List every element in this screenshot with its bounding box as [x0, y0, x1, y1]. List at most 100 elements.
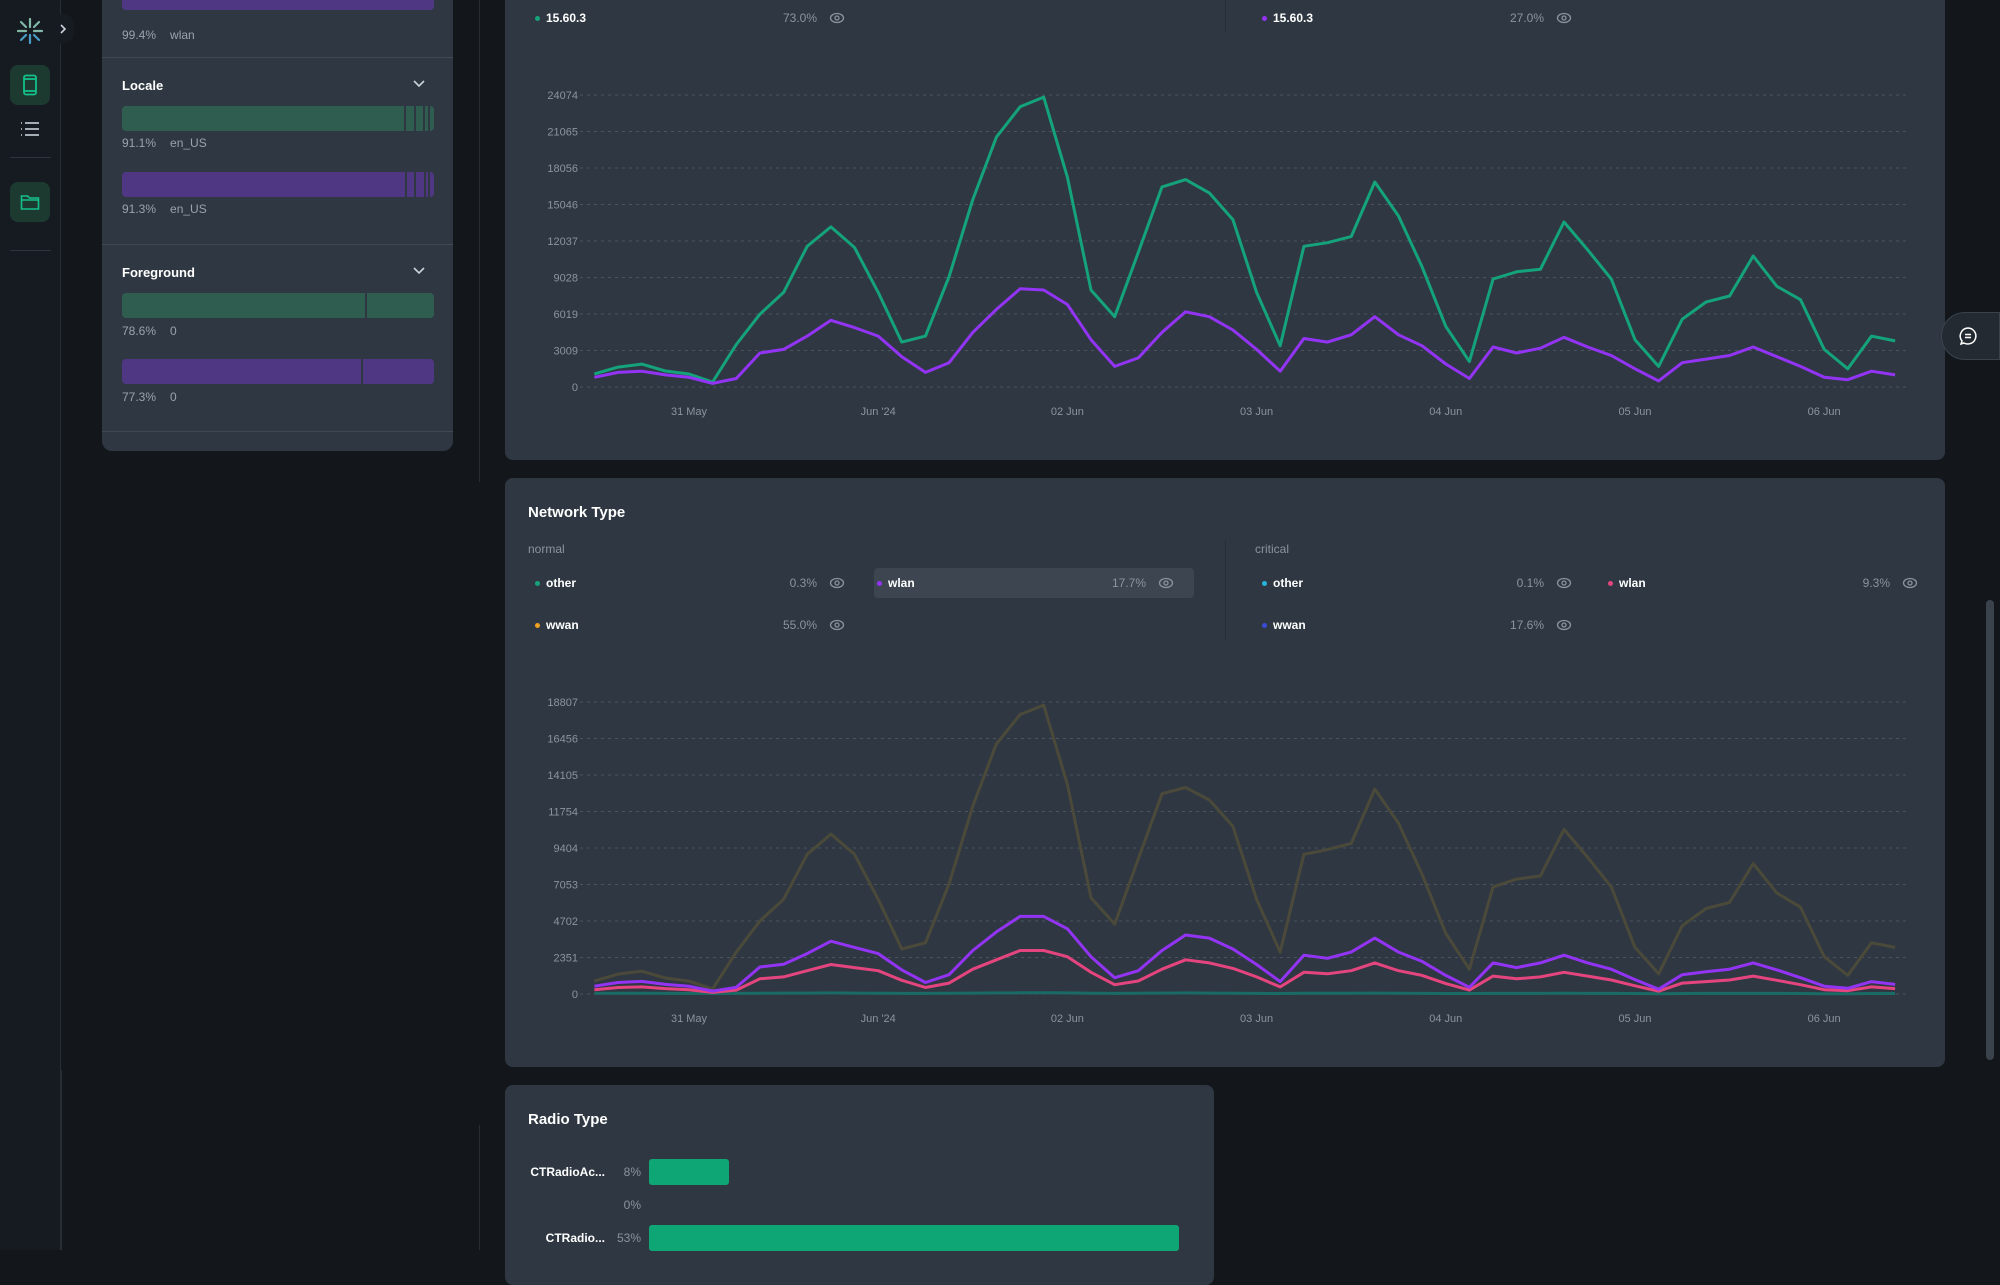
legend-item-critical-1[interactable]: wlan 9.3%: [1608, 568, 1918, 598]
y-tick-label: 2351: [554, 953, 578, 965]
network-type-line-chart[interactable]: 0 2351 4702 7053 9404 11754 14105 16456 18807 31 …: [505, 660, 1945, 1040]
stat-value: 0: [170, 324, 177, 338]
legend-label: wwan: [1273, 618, 1306, 632]
section-title-locale[interactable]: Locale: [122, 78, 164, 93]
bar-pct: 53%: [616, 1231, 641, 1245]
x-tick-label: 03 Jun: [1240, 406, 1273, 418]
legend-item-critical-2[interactable]: wwan 17.6%: [1262, 610, 1572, 640]
series-line-normal-other[interactable]: [594, 991, 1896, 996]
legend-pct: 27.0%: [1509, 11, 1544, 25]
eye-icon[interactable]: [1902, 575, 1918, 591]
x-tick-label: Jun '24: [861, 406, 896, 418]
chevron-down-icon[interactable]: [412, 266, 426, 276]
legend-label: 15.60.3: [546, 11, 587, 25]
eye-icon[interactable]: [1556, 10, 1572, 26]
stat-pct: 77.3%: [122, 390, 157, 404]
scrollbar-thumb[interactable]: [1986, 600, 1994, 1060]
section-divider: [102, 431, 453, 432]
radio-bar[interactable]: [649, 1159, 729, 1185]
radio-bar[interactable]: [649, 1225, 1179, 1251]
radio-type-card: Radio Type CTRadioAc... 8% 0% CTRadio... 53%: [505, 1085, 1214, 1285]
divider: [479, 0, 480, 482]
series-line-normal-wwan[interactable]: [593, 703, 1896, 991]
legend-divider: [1225, 0, 1226, 33]
series-line-normal-wlan[interactable]: [594, 914, 1896, 993]
section-title-foreground[interactable]: Foreground: [122, 265, 195, 280]
logo-icon[interactable]: [16, 17, 44, 50]
series-dot: [1608, 580, 1613, 586]
legend-pct: 73.0%: [782, 11, 817, 25]
filter-stat: 78.6% 0: [122, 324, 177, 338]
eye-icon[interactable]: [1556, 575, 1572, 591]
filter-panel: 99.4% wlan Locale 91.1% en_US 91.3% en_US F…: [102, 0, 453, 451]
foreground-critical-bar[interactable]: [122, 359, 434, 384]
legend-item-normal-2[interactable]: wwan 55.0%: [535, 610, 845, 640]
bar-pct: 8%: [623, 1165, 641, 1179]
eye-icon[interactable]: [1158, 575, 1174, 591]
filter-stat: 91.1% en_US: [122, 136, 207, 150]
x-tick-label: 04 Jun: [1429, 406, 1462, 418]
list-nav-button[interactable]: [10, 109, 50, 149]
chat-button[interactable]: [1941, 312, 2000, 360]
radio-bar-row: CTRadioAc... 8%: [525, 1159, 729, 1185]
series-dot: [535, 622, 540, 628]
bar-label: CTRadio...: [545, 1231, 605, 1245]
network-type-card: Network Type normal critical other 0.3% wl…: [505, 478, 1945, 1067]
card-title: Network Type: [528, 504, 626, 521]
stat-pct: 91.3%: [122, 202, 157, 216]
y-tick-label: 16456: [547, 734, 578, 746]
legend-item[interactable]: 15.60.3 73.0%: [535, 3, 845, 33]
locale-critical-bar[interactable]: [122, 172, 434, 197]
series-line-normal-15.60.3[interactable]: [593, 95, 1896, 384]
legend-pct: 9.3%: [1862, 576, 1890, 590]
y-tick-label: 24074: [547, 90, 578, 102]
rail-divider: [10, 250, 51, 251]
group-label-critical: critical: [1255, 542, 1290, 556]
y-tick-label: 3009: [554, 346, 578, 358]
locale-normal-bar[interactable]: [122, 106, 434, 131]
eye-icon[interactable]: [829, 575, 845, 591]
legend-label: other: [1273, 576, 1303, 590]
legend-label: wlan: [1619, 576, 1646, 590]
network-distribution-bar[interactable]: [122, 0, 434, 10]
version-line-chart[interactable]: 0 3009 6019 9028 12037 15046 18056 21065 24074 31…: [505, 40, 1945, 440]
stat-pct: 78.6%: [122, 324, 157, 338]
series-line-critical-wlan[interactable]: [594, 949, 1896, 994]
nav-rail: [0, 0, 61, 1250]
y-tick-label: 14105: [547, 770, 578, 782]
eye-icon[interactable]: [829, 617, 845, 633]
stat-value: en_US: [170, 136, 207, 150]
y-tick-label: 21065: [547, 127, 578, 139]
legend-label: other: [546, 576, 576, 590]
chevron-down-icon[interactable]: [412, 79, 426, 89]
y-tick-label: 9404: [554, 843, 578, 855]
legend-pct: 0.3%: [789, 576, 817, 590]
chat-icon: [1959, 327, 1977, 346]
x-tick-label: 04 Jun: [1429, 1013, 1462, 1025]
legend-item-critical-0[interactable]: other 0.1%: [1262, 568, 1572, 598]
divider: [479, 1125, 480, 1250]
legend-item-normal-1[interactable]: wlan 17.7%: [874, 568, 1194, 598]
legend-pct: 17.6%: [1509, 618, 1544, 632]
y-tick-label: 6019: [554, 309, 578, 321]
stat-value: 0: [170, 390, 177, 404]
legend-item[interactable]: 15.60.3 27.0%: [1262, 3, 1572, 33]
series-line-critical-15.60.3[interactable]: [594, 287, 1896, 385]
legend-item-normal-0[interactable]: other 0.3%: [535, 568, 845, 598]
devices-nav-button[interactable]: [10, 65, 50, 105]
foreground-normal-bar[interactable]: [122, 293, 434, 318]
bar-label: CTRadioAc...: [530, 1165, 605, 1179]
eye-icon[interactable]: [1556, 617, 1572, 633]
eye-icon[interactable]: [829, 10, 845, 26]
x-tick-label: Jun '24: [861, 1013, 896, 1025]
legend-divider: [1225, 540, 1226, 640]
folder-nav-button[interactable]: [10, 182, 50, 222]
x-tick-label: 02 Jun: [1051, 1013, 1084, 1025]
x-tick-label: 03 Jun: [1240, 1013, 1273, 1025]
series-dot: [535, 580, 540, 586]
series-dot: [1262, 622, 1267, 628]
group-label-normal: normal: [528, 542, 565, 556]
expand-sidebar-button[interactable]: [52, 14, 74, 44]
legend-pct: 0.1%: [1516, 576, 1544, 590]
filter-stat: 99.4% wlan: [122, 28, 195, 42]
